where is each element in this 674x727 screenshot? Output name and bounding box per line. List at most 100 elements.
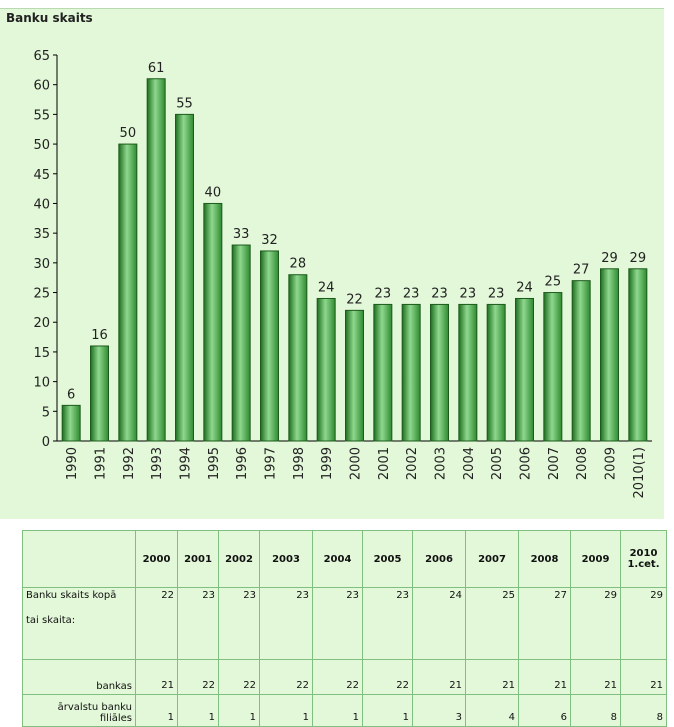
- header-cell: 2002: [218, 530, 260, 588]
- x-tick-label: 1996: [235, 447, 250, 480]
- table-cell: 21: [570, 659, 621, 695]
- x-tick-label: 1999: [320, 447, 335, 480]
- bar: [401, 303, 421, 442]
- table-cell: 8: [570, 694, 621, 727]
- table-cell: 23: [218, 587, 260, 660]
- value-label: 23: [403, 286, 420, 301]
- value-label: 55: [176, 96, 193, 111]
- table-row: Banku skaits kopā tai skaita: 22 23 23 23 23 23…: [22, 587, 667, 660]
- header-cell: 2006: [412, 530, 466, 588]
- table-cell: 21: [135, 659, 178, 695]
- value-label: 50: [120, 126, 137, 141]
- y-tick-label: 50: [33, 138, 50, 153]
- table-row: bankas 21 22 22 22 22 22 21 21 21 21 21: [22, 659, 667, 695]
- x-tick-label: 1991: [94, 447, 109, 480]
- bar: [486, 303, 506, 442]
- table-cell: 27: [518, 587, 571, 660]
- table-cell: 22: [259, 659, 313, 695]
- bar: [90, 345, 109, 442]
- table-cell: 29: [620, 587, 667, 660]
- x-tick-label: 2002: [405, 447, 420, 480]
- table-cell: 21: [620, 659, 667, 695]
- row-label: bankas: [22, 659, 136, 695]
- bar: [571, 280, 591, 442]
- table-cell: 21: [518, 659, 571, 695]
- y-tick-label: 5: [42, 405, 50, 420]
- bar: [628, 268, 648, 442]
- value-label: 22: [346, 292, 363, 307]
- table-cell: 23: [259, 587, 313, 660]
- bar: [373, 303, 393, 442]
- table-cell: 22: [362, 659, 413, 695]
- table-cell: 1: [177, 694, 219, 727]
- x-tick-label: 2004: [462, 447, 477, 480]
- bar: [203, 202, 223, 442]
- value-label: 27: [573, 263, 590, 278]
- value-label: 23: [431, 286, 448, 301]
- x-tick-label: 2008: [575, 447, 590, 480]
- row-label: Banku skaits kopā tai skaita:: [22, 587, 136, 660]
- value-label: 25: [545, 275, 562, 290]
- table-row: ārvalstu banku filiāles 1 1 1 1 1 1 3 4 6 8 8: [22, 694, 667, 727]
- y-tick-label: 55: [33, 108, 50, 123]
- x-tick-label: 2010(1): [632, 447, 647, 499]
- table-cell: 1: [362, 694, 413, 727]
- x-tick-label: 1990: [65, 447, 80, 480]
- y-tick-label: 65: [33, 49, 50, 64]
- y-tick-label: 25: [33, 287, 50, 302]
- y-tick-label: 0: [42, 435, 50, 450]
- x-tick-label: 2005: [490, 447, 505, 480]
- bar: [430, 303, 449, 442]
- value-label: 23: [460, 286, 477, 301]
- row-label-text: bankas: [96, 681, 132, 692]
- value-label: 32: [261, 233, 278, 248]
- x-tick-label: 2001: [377, 447, 392, 480]
- y-tick-label: 60: [33, 79, 50, 94]
- header-cell: 2007: [465, 530, 519, 588]
- bar: [345, 309, 364, 442]
- header-cell: 2008: [518, 530, 571, 588]
- bar: [600, 268, 619, 442]
- table-cell: 21: [465, 659, 519, 695]
- row-label-text: ārvalstu banku filiāles: [57, 702, 132, 724]
- row-label-text: Banku skaits kopā: [26, 590, 117, 601]
- table-cell: 1: [135, 694, 178, 727]
- header-cell: [22, 530, 136, 588]
- bar: [61, 404, 81, 442]
- x-tick-label: 1994: [179, 447, 194, 480]
- y-tick-label: 45: [33, 168, 50, 183]
- table-cell: 8: [620, 694, 667, 727]
- value-label: 24: [318, 280, 335, 295]
- value-label: 29: [630, 251, 647, 266]
- value-label: 61: [148, 61, 165, 76]
- table-cell: 3: [412, 694, 466, 727]
- table-cell: 23: [362, 587, 413, 660]
- table-cell: 22: [218, 659, 260, 695]
- table-cell: 25: [465, 587, 519, 660]
- y-tick-label: 20: [33, 316, 50, 331]
- bar: [231, 244, 251, 442]
- table-cell: 24: [412, 587, 466, 660]
- table-cell: 4: [465, 694, 519, 727]
- table-cell: 23: [312, 587, 363, 660]
- bar: [118, 143, 138, 442]
- table-cell: 1: [259, 694, 313, 727]
- table-cell: 1: [218, 694, 260, 727]
- header-cell: 2009: [570, 530, 621, 588]
- value-label: 33: [233, 227, 250, 242]
- table-cell: 6: [518, 694, 571, 727]
- header-row: 2000 2001 2002 2003 2004 2005 2006 2007 2008 2009…: [22, 530, 667, 588]
- y-tick-label: 35: [33, 227, 50, 242]
- header-cell: 2001: [177, 530, 219, 588]
- header-cell: 2000: [135, 530, 178, 588]
- table-cell: 22: [135, 587, 178, 660]
- table-cell: 23: [177, 587, 219, 660]
- y-tick-label: 15: [33, 346, 50, 361]
- bar: [146, 78, 166, 442]
- x-tick-label: 2009: [604, 447, 619, 480]
- data-table: 2000 2001 2002 2003 2004 2005 2006 2007 2008 2009…: [22, 530, 667, 727]
- row-note: tai skaita:: [26, 615, 76, 626]
- value-label: 40: [205, 185, 222, 200]
- y-tick-label: 30: [33, 257, 50, 272]
